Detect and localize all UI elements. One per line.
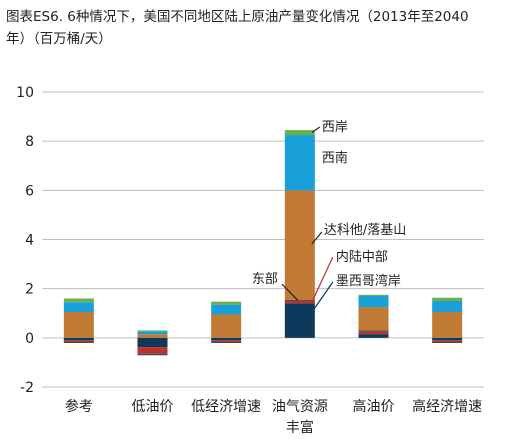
category-label: 低经济增速 <box>191 399 261 415</box>
category-label: 高经济增速 <box>412 398 482 415</box>
category-label: 油气资源丰富 <box>272 399 328 436</box>
bar-segment <box>137 353 168 356</box>
series-annotation-label: 内陆中部 <box>336 249 388 265</box>
series-annotation-label: 西南 <box>322 150 348 166</box>
bar-segment <box>137 330 168 332</box>
bar-segment <box>432 340 463 342</box>
bar-segment <box>137 334 168 338</box>
annotation-leader-line <box>311 126 321 134</box>
bar-layer <box>63 130 463 356</box>
bar-segment <box>358 334 389 338</box>
y-axis: 10 8 6 4 2 0 -2 <box>16 85 34 396</box>
bar-segment <box>358 294 389 297</box>
annotation-leader-line <box>311 231 323 245</box>
bar-segment <box>63 337 94 341</box>
bar-segment <box>432 297 463 301</box>
bar-segment <box>358 330 389 332</box>
bar-segment <box>358 296 389 308</box>
series-annotation-label: 墨西哥湾岸 <box>336 273 401 289</box>
bar-segment <box>211 304 242 315</box>
bar-segment <box>211 340 242 342</box>
bar-segment <box>211 301 242 305</box>
annotation-leader-line <box>281 283 299 301</box>
bar-segment <box>284 299 315 301</box>
bar-segment <box>432 341 463 343</box>
y-tick-label: 6 <box>25 183 34 199</box>
y-tick-label: 8 <box>25 134 34 150</box>
bar-segment <box>284 300 315 304</box>
bar-segment <box>284 303 315 338</box>
series-annotation-label: 东部 <box>252 272 278 287</box>
series-annotation-label: 达科他/落基山 <box>324 223 406 238</box>
bar-segment <box>284 130 315 136</box>
bar-segment <box>432 300 463 313</box>
bar-segment <box>137 347 168 354</box>
bar-segment <box>211 341 242 343</box>
bar-segment <box>63 298 94 303</box>
bar-segment <box>63 341 94 343</box>
bar-segment <box>211 337 242 341</box>
x-axis: 参考 低油价 低经济增速 油气资源丰富 高油价 高经济增速 <box>65 398 482 436</box>
series-annotation-label: 西岸 <box>322 120 348 135</box>
bar-segment <box>211 314 242 338</box>
bar-segment <box>284 190 315 300</box>
bar-segment <box>137 331 168 335</box>
category-label: 低油价 <box>132 399 174 415</box>
chart-title: 图表ES6. 6种情况下，美国不同地区陆上原油产量变化情况（2013年至2040… <box>6 9 469 47</box>
y-tick-label: -2 <box>20 380 34 396</box>
y-tick-label: 2 <box>25 282 34 298</box>
bar-segment <box>284 135 315 191</box>
bar-segment <box>63 312 94 338</box>
bar-segment <box>63 302 94 313</box>
bar-segment <box>358 307 389 331</box>
category-label: 高油价 <box>353 398 395 415</box>
y-tick-label: 10 <box>16 85 34 101</box>
bar-segment <box>432 337 463 341</box>
bar-segment <box>358 331 389 335</box>
annotation-leader-line <box>311 256 334 303</box>
grid-layer <box>42 91 484 388</box>
category-label: 参考 <box>65 398 93 415</box>
annotation-leader-line <box>307 281 334 319</box>
y-tick-label: 0 <box>25 331 34 347</box>
y-tick-label: 4 <box>25 233 34 249</box>
bar-segment <box>63 340 94 342</box>
bar-segment <box>432 312 463 338</box>
bar-segment <box>137 337 168 348</box>
